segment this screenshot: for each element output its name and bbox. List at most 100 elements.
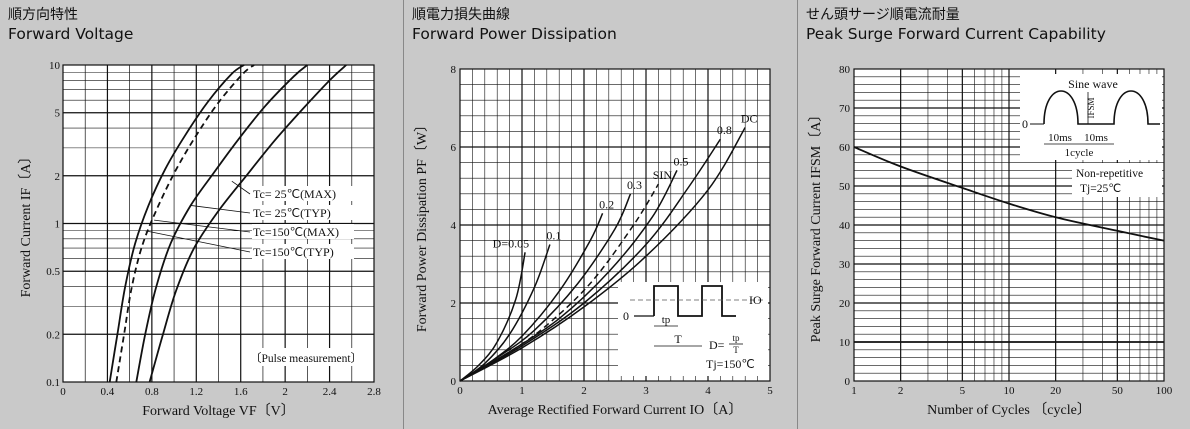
inset-wave [1043, 90, 1160, 125]
x-tick-label: 1 [851, 385, 857, 397]
series-label: 0.2 [599, 197, 614, 211]
legend-bg [252, 186, 354, 201]
y-tick-label: 4 [451, 220, 457, 232]
note-bg [1072, 163, 1162, 197]
note-line-1: Non-repetitive [1076, 168, 1143, 180]
x-axis-label: Forward Voltage VF〔V〕 [142, 403, 294, 419]
legend-label: Tc= 25℃(TYP) [253, 206, 331, 220]
panel-title-jp: 順電力損失曲線 [412, 7, 510, 23]
legend-bg [252, 205, 354, 220]
x-axis-label: Number of Cycles 〔cycle〕 [927, 402, 1091, 418]
x-tick-label: 2.8 [367, 386, 381, 398]
inset-bg [618, 282, 768, 376]
series-label: D=0.05 [493, 236, 529, 250]
series-label: 0.3 [627, 178, 642, 192]
y-axis-label: Peak Surge Forward Current IFSM〔A〕 [808, 108, 824, 343]
y-tick-label: 10 [49, 60, 61, 72]
note-line-2: Tj=25℃ [1080, 183, 1121, 195]
series-line [459, 138, 722, 382]
series-line [459, 252, 526, 382]
annotation-text: 〔Pulse measurement〕 [250, 352, 362, 365]
y-tick-label: 30 [839, 259, 851, 271]
series-line [459, 193, 632, 382]
panel-title-jp: 順方向特性 [8, 7, 78, 23]
inset-d-label: D= [709, 338, 725, 352]
legend-leader [154, 219, 251, 233]
x-tick-label: 0 [60, 386, 66, 398]
x-tick-label: 0 [457, 385, 463, 397]
panel-title: 順方向特性 Forward Voltage [8, 6, 133, 44]
panel-title-en: Forward Power Dissipation [412, 25, 617, 43]
x-tick-label: 5 [960, 385, 966, 397]
y-tick-label: 40 [839, 220, 851, 232]
x-tick-label: 0.4 [101, 386, 115, 398]
power-dissipation-chart: 0 1 2 3 4 5 0 2 4 6 8 Average Rectified Forward Cur… [414, 64, 773, 418]
x-tick-label: 2 [581, 385, 587, 397]
series-line [135, 64, 308, 383]
inset-d-num: tp [732, 333, 740, 343]
y-tick-label: 80 [839, 64, 851, 76]
y-tick-label: 50 [839, 181, 851, 193]
panel-surge-current: せん頭サージ順電流耐量 Peak Surge Forward Current C… [798, 0, 1190, 429]
y-tick-label: 1 [55, 219, 61, 231]
series-line [148, 64, 347, 383]
series-label: 0.8 [717, 123, 732, 137]
y-tick-label: 20 [839, 298, 851, 310]
inset-wave [653, 285, 736, 317]
panel-power-dissipation: 順電力損失曲線 Forward Power Dissipation 0 1 2 3 4 5… [404, 0, 798, 429]
inset-tp-label: tp [662, 314, 671, 326]
inset-t1-label: 10ms [1048, 132, 1072, 144]
panel-forward-voltage: 順方向特性 Forward Voltage 0 0.4 0.8 1.2 1.6 2 2.4 2… [0, 0, 404, 429]
series-label: 0.5 [674, 154, 689, 168]
y-tick-label: 0.5 [46, 266, 60, 278]
inset-title: Sine wave [1068, 77, 1118, 91]
x-tick-label: 3 [643, 385, 649, 397]
panel-title-en: Forward Voltage [8, 25, 134, 43]
y-axis-label: Forward Power Dissipation PF〔W〕 [414, 118, 430, 332]
y-tick-label: 0.2 [46, 329, 60, 341]
series-label: 0.1 [546, 229, 561, 243]
x-axis-label: Average Rectified Forward Current IO〔A〕 [488, 402, 743, 418]
y-tick-label: 5 [55, 108, 61, 120]
x-tick-label: 0.8 [145, 386, 159, 398]
inset-cycle-label: 1cycle [1065, 147, 1094, 159]
y-axis-label: Forward Current IF〔A〕 [18, 150, 34, 298]
panel-title: 順電力損失曲線 Forward Power Dissipation [412, 6, 617, 44]
series-line [108, 64, 245, 383]
y-tick-label: 2 [451, 298, 457, 310]
legend-leader [190, 205, 251, 214]
panel-title-en: Peak Surge Forward Current Capability [806, 25, 1106, 43]
y-tick-label: 70 [839, 103, 851, 115]
x-tick-label: 100 [1156, 385, 1173, 397]
x-tick-label: 20 [1050, 385, 1062, 397]
legend-bg [252, 244, 354, 259]
panel-title: せん頭サージ順電流耐量 Peak Surge Forward Current C… [806, 6, 1106, 44]
inset-t2-label: 10ms [1084, 132, 1108, 144]
series-line [459, 170, 678, 382]
series-line [115, 64, 255, 383]
forward-voltage-chart: 0 0.4 0.8 1.2 1.6 2 2.4 2.8 0.1 0.2 0.5 1 2 5 10 Forwar… [18, 60, 381, 419]
legend-bg [252, 224, 354, 239]
x-tick-label: 2 [898, 385, 904, 397]
surge-current-chart: 1 2 5 10 20 50 100 0 10 20 30 40 50 60 70 80 Number of C… [808, 64, 1173, 418]
legend-label: Tc=150℃(TYP) [253, 245, 334, 259]
series-line [853, 146, 1165, 242]
x-tick-label: 5 [767, 385, 773, 397]
inset-zero-label: 0 [1022, 117, 1028, 131]
inset-ifsm-label: IFSM [1086, 97, 1096, 118]
inset-T-label: T [674, 332, 682, 346]
x-tick-label: 1 [519, 385, 525, 397]
x-tick-label: 1.6 [234, 386, 248, 398]
series-line [459, 127, 746, 382]
x-tick-label: 50 [1112, 385, 1124, 397]
x-tick-label: 10 [1004, 385, 1016, 397]
legend-label: Tc=150℃(MAX) [253, 225, 339, 239]
inset-tj-label: Tj=150℃ [706, 357, 755, 371]
series-label: SIN [653, 168, 673, 182]
y-tick-label: 6 [451, 142, 457, 154]
y-tick-label: 2 [55, 171, 61, 183]
x-tick-label: 2 [282, 386, 288, 398]
y-tick-label: 0 [845, 376, 851, 388]
x-tick-label: 2.4 [323, 386, 337, 398]
inset-io-label: IO [749, 293, 762, 307]
